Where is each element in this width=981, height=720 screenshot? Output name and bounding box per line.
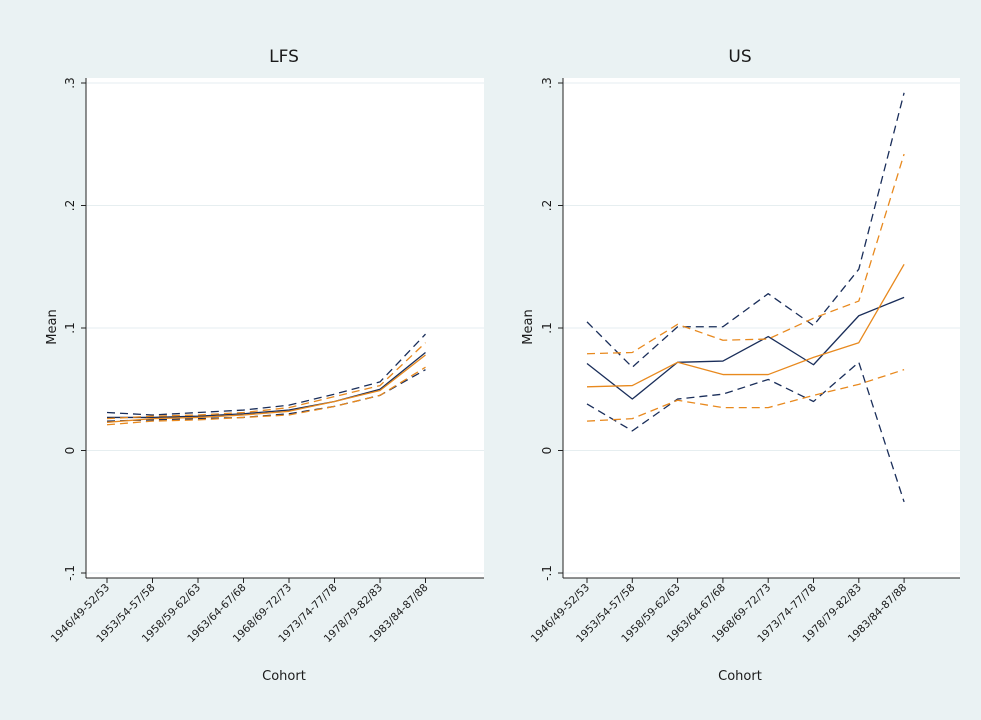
y-axis-title-us: Mean [521,309,536,344]
y-tick-label: .1 [540,322,554,333]
y-tick-label: .2 [540,200,554,211]
y-tick-label: .1 [63,322,77,333]
series-line-navy-dashed-1 [586,92,905,368]
y-tick-label: -.1 [63,565,77,581]
y-axis-title-lfs: Mean [45,309,60,344]
x-axis-title-us: Cohort [718,669,762,684]
plot-area-lfs: .3.2.10-.11946/49-52/531953/54-57/581958… [49,77,484,645]
series-line-navy-dashed-2 [586,361,905,503]
series-line-navy-solid-0 [586,296,905,400]
panel-title-lfs: LFS [269,47,299,67]
series-line-navy-dashed-1 [106,333,426,416]
y-tick-label: .3 [540,77,554,88]
series-line-orange-solid-3 [586,263,905,388]
y-tick-label: 0 [63,447,77,455]
plot-area-us: .3.2.10-.11946/49-52/531953/54-57/581958… [529,77,960,645]
panel-us: US Mean Cohort .3.2.10-.11946/49-52/5319… [521,47,960,684]
panel-lfs: LFS Mean Cohort .3.2.10-.11946/49-52/531… [45,47,484,684]
series-line-orange-dashed-4 [106,342,426,420]
y-tick-label: -.1 [540,565,554,581]
series-line-orange-dashed-5 [106,366,426,426]
series-line-orange-solid-3 [106,354,426,423]
series-line-orange-dashed-4 [586,153,905,355]
series-line-navy-solid-0 [107,351,426,419]
series-line-orange-dashed-5 [586,369,905,422]
y-tick-label: .2 [63,200,77,211]
panel-title-us: US [728,47,751,67]
y-tick-label: .3 [63,77,77,88]
y-tick-label: 0 [540,447,554,455]
x-axis-title-lfs: Cohort [262,669,306,684]
